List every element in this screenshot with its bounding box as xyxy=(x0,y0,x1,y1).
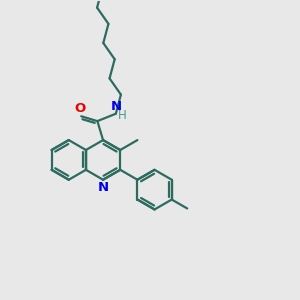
Text: N: N xyxy=(111,100,122,113)
Text: N: N xyxy=(98,181,109,194)
Text: H: H xyxy=(118,109,127,122)
Text: O: O xyxy=(75,102,86,115)
